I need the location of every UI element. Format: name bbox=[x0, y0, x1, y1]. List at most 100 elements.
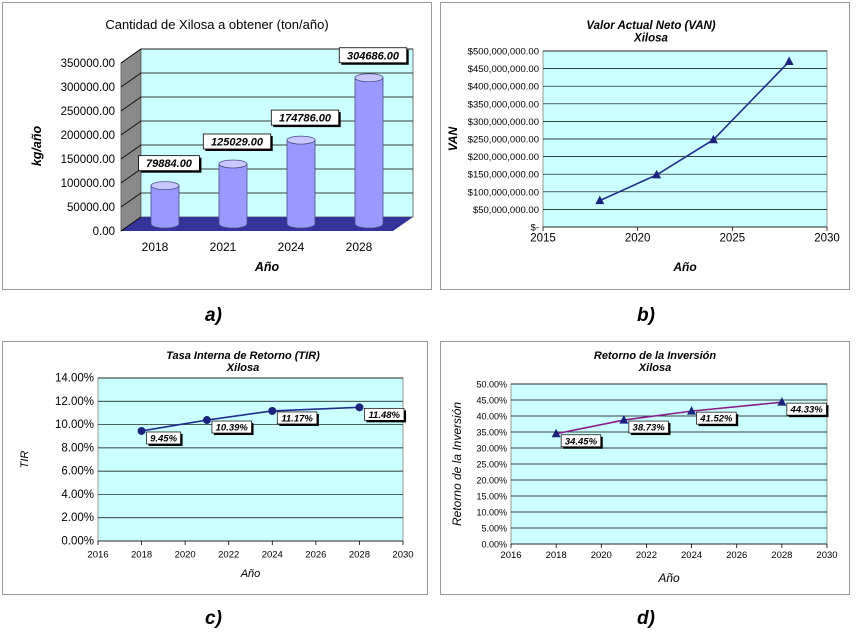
data-label-box bbox=[146, 431, 181, 445]
y-axis-label: VAN bbox=[446, 126, 460, 151]
x-tick-label: 2020 bbox=[625, 233, 651, 245]
x-axis-label: Año bbox=[254, 260, 280, 274]
y-tick-label: $250,000,000.00 bbox=[468, 135, 539, 146]
x-tick-label: 2020 bbox=[591, 550, 612, 561]
x-tick-label: 2018 bbox=[142, 240, 169, 254]
data-point bbox=[355, 403, 364, 412]
data-label: 44.33% bbox=[790, 405, 824, 416]
bar-chart-xilosa-quantity: Cantidad de Xilosa a obtener (ton/año) 0.… bbox=[30, 17, 414, 274]
y-tick-label: 40.00% bbox=[476, 412, 507, 422]
y-tick-label: 250000.00 bbox=[61, 106, 115, 118]
data-label: 304686.00 bbox=[347, 50, 400, 62]
x-tick-label: 2030 bbox=[814, 233, 840, 245]
caption-c: c) bbox=[205, 608, 222, 629]
chart-subtitle: Xilosa bbox=[633, 33, 668, 45]
bar-2021 bbox=[218, 159, 248, 229]
y-tick-label: 200000.00 bbox=[61, 130, 115, 142]
data-label: 11.48% bbox=[368, 410, 400, 421]
y-tick-label: $50,000,000.00 bbox=[473, 205, 539, 216]
x-tick-label: 2030 bbox=[392, 550, 413, 561]
y-tick-label: 0.00 bbox=[93, 226, 115, 238]
bar-2024 bbox=[286, 135, 316, 229]
line-chart-roi: Retorno de la InversiónXilosa0.00%5.00%1… bbox=[450, 350, 838, 585]
chart-title: Retorno de la Inversión bbox=[594, 350, 717, 362]
data-point bbox=[777, 397, 787, 406]
x-tick-label: 2024 bbox=[262, 550, 283, 561]
y-tick-label: 5.00% bbox=[481, 524, 507, 534]
series-line bbox=[555, 401, 782, 435]
data-label-box bbox=[628, 420, 669, 434]
y-axis-label: TIR bbox=[19, 451, 31, 469]
y-tick-label: 0.00% bbox=[61, 536, 94, 548]
y-tick-label: 50000.00 bbox=[67, 202, 115, 214]
bar-cap bbox=[150, 181, 180, 191]
data-point bbox=[652, 169, 662, 179]
bar-cap bbox=[286, 135, 316, 145]
y-axis-label: Retorno de la Inversión bbox=[450, 402, 464, 526]
gridline-side bbox=[120, 144, 142, 160]
data-point bbox=[687, 406, 697, 415]
x-tick-label: 2020 bbox=[175, 550, 196, 561]
data-label: 125029.00 bbox=[211, 136, 264, 148]
x-tick-label: 2018 bbox=[131, 550, 152, 561]
data-label: 10.39% bbox=[216, 423, 249, 434]
line-chart-van: Valor Actual Neto (VAN)Xilosa $- $50,000,0… bbox=[446, 20, 840, 274]
data-point bbox=[708, 134, 718, 144]
chart-title: Cantidad de Xilosa a obtener (ton/año) bbox=[105, 17, 328, 32]
bar-body bbox=[150, 185, 180, 229]
x-axis-label: Año bbox=[240, 568, 261, 580]
y-tick-label: 50.00% bbox=[476, 380, 507, 390]
data-label: 11.17% bbox=[281, 413, 313, 424]
data-point bbox=[202, 416, 211, 425]
y-tick-label: $200,000,000.00 bbox=[468, 152, 539, 163]
bar-2028 bbox=[354, 73, 384, 229]
chart-panel-c: Tasa Interna de Retorno (TIR) Xilosa 0.00%… bbox=[2, 341, 428, 595]
y-tick-label: $150,000,000.00 bbox=[468, 170, 539, 181]
data-point bbox=[268, 406, 277, 415]
y-tick-label: 150000.00 bbox=[61, 154, 115, 166]
data-label: 174786.00 bbox=[279, 113, 332, 125]
y-tick-label: $450,000,000.00 bbox=[468, 64, 539, 75]
x-tick-label: 2028 bbox=[771, 550, 792, 561]
gridline-side bbox=[120, 120, 142, 136]
gridline-side bbox=[120, 192, 142, 208]
y-tick-label: 20.00% bbox=[476, 476, 507, 486]
data-label-box bbox=[270, 109, 340, 126]
y-tick-label: 25.00% bbox=[476, 460, 507, 470]
chart-title: Valor Actual Neto (VAN) bbox=[586, 20, 715, 32]
data-label: 9.45% bbox=[150, 433, 177, 444]
bar-cap bbox=[354, 73, 384, 83]
data-point bbox=[137, 426, 146, 435]
data-label-box bbox=[276, 411, 318, 425]
y-axis-label: kg/año bbox=[30, 126, 44, 167]
x-tick-label: 2024 bbox=[278, 240, 305, 254]
x-tick-label: 2022 bbox=[218, 550, 239, 561]
gridline-side bbox=[120, 168, 142, 184]
x-tick-label: 2026 bbox=[726, 550, 747, 561]
x-tick-label: 2024 bbox=[681, 550, 702, 561]
y-tick-label: 350000.00 bbox=[61, 58, 115, 70]
x-tick-label: 2016 bbox=[87, 550, 108, 561]
x-tick-label: 2022 bbox=[636, 550, 657, 561]
data-label-box bbox=[138, 155, 200, 172]
series-line bbox=[599, 61, 790, 202]
bar-body bbox=[286, 139, 316, 229]
x-tick-label: 2030 bbox=[816, 550, 837, 561]
caption-d: d) bbox=[637, 608, 655, 629]
gridline-side bbox=[120, 216, 142, 232]
x-axis-label: Año bbox=[672, 260, 696, 274]
gridline-side bbox=[120, 96, 142, 112]
data-label-box bbox=[338, 47, 408, 64]
y-tick-label: 10.00% bbox=[476, 508, 507, 518]
gridline-side bbox=[120, 72, 142, 88]
y-tick-label: $400,000,000.00 bbox=[468, 82, 539, 93]
x-tick-label: 2028 bbox=[349, 550, 370, 561]
series-line bbox=[141, 406, 360, 432]
bar-body bbox=[354, 77, 384, 229]
chart-subtitle: Xilosa bbox=[638, 362, 671, 374]
y-tick-label: 6.00% bbox=[61, 466, 94, 478]
data-label: 38.73% bbox=[633, 423, 666, 434]
y-tick-label: 10.00% bbox=[55, 419, 94, 431]
data-label: 79884.00 bbox=[146, 158, 193, 170]
y-tick-label: 4.00% bbox=[61, 489, 94, 501]
